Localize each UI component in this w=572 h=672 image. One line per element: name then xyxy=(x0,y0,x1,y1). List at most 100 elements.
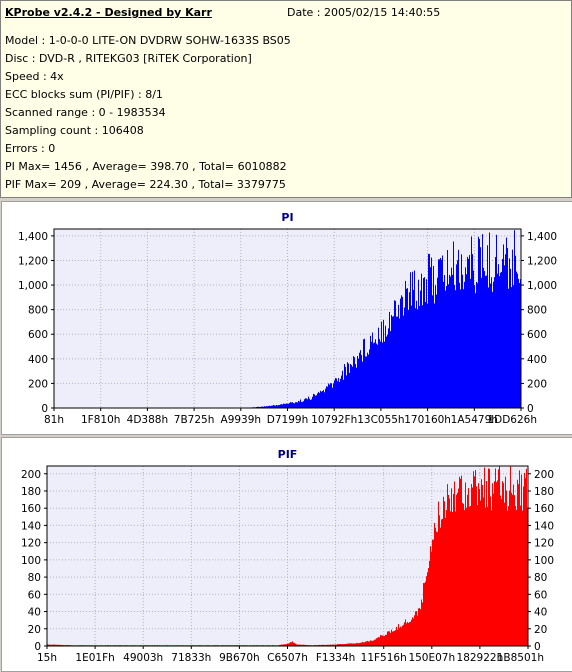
pi-bar xyxy=(395,300,396,408)
pif-bar xyxy=(474,476,475,646)
pif-ytick-right: 100 xyxy=(534,555,554,567)
pi-bar xyxy=(357,356,358,408)
pi-bar xyxy=(317,393,318,408)
pi-bar xyxy=(504,265,505,408)
pif-bar xyxy=(411,619,412,646)
pi-bar xyxy=(366,356,367,408)
pif-bar xyxy=(288,643,289,646)
pi-bar xyxy=(418,279,419,408)
pi-bar xyxy=(465,267,466,408)
pi-bar xyxy=(265,406,266,408)
pi-xtick-label: A9939h xyxy=(221,414,262,426)
pif-bar xyxy=(282,644,283,646)
pi-chart-title: PI xyxy=(281,211,293,224)
pi-bar xyxy=(274,405,275,408)
pif-xtick-label: 15h xyxy=(37,652,57,664)
pif-bar xyxy=(512,494,513,646)
pi-bar xyxy=(267,406,268,408)
pif-bar xyxy=(505,476,506,646)
pi-bar xyxy=(381,321,382,408)
pi-ytick-left: 200 xyxy=(28,378,48,390)
pi-ytick-right: 1,400 xyxy=(527,231,557,243)
pi-bar xyxy=(345,366,346,408)
pi-bar xyxy=(493,281,494,408)
pif-bar xyxy=(322,644,323,646)
pi-bar xyxy=(446,286,447,408)
pi-bar xyxy=(298,400,299,408)
pif-bar xyxy=(437,532,438,646)
pif-bar xyxy=(297,644,298,646)
pi-bar xyxy=(495,257,496,408)
pif-bar xyxy=(325,644,326,646)
pi-bar xyxy=(394,300,395,408)
pi-bar xyxy=(297,402,298,408)
pi-bar xyxy=(396,316,397,408)
pi-bar xyxy=(312,396,313,408)
pi-bar xyxy=(306,398,307,408)
pif-bar xyxy=(451,488,452,646)
pif-bar xyxy=(60,644,61,646)
pif-bar xyxy=(412,617,413,646)
pif-bar xyxy=(305,644,306,646)
pif-bar xyxy=(482,484,483,646)
pif-ytick-left: 40 xyxy=(28,607,41,619)
pi-bar xyxy=(277,405,278,408)
pif-bar xyxy=(514,495,515,646)
pif-bar xyxy=(363,642,364,646)
pif-bar xyxy=(292,641,293,646)
pi-bar xyxy=(405,280,406,408)
pif-bar xyxy=(340,643,341,646)
pif-bar xyxy=(304,644,305,646)
pi-bar xyxy=(417,309,418,408)
pi-bar xyxy=(284,403,285,408)
pif-bar xyxy=(293,642,294,646)
pif-bar xyxy=(356,642,357,646)
pi-ytick-left: 0 xyxy=(41,403,48,415)
pif-bar xyxy=(448,494,449,646)
pif-ytick-left: 80 xyxy=(28,572,41,584)
pif-bar xyxy=(384,635,385,646)
pif-bar xyxy=(422,602,423,646)
pif-bar xyxy=(447,484,448,646)
pi-bar xyxy=(329,384,330,408)
pif-bar xyxy=(519,470,520,646)
pi-bar xyxy=(371,341,372,408)
pi-bar xyxy=(369,349,370,408)
pi-xtick-label: 1DD626h xyxy=(487,414,537,426)
pif-bar xyxy=(407,621,408,646)
pi-bar xyxy=(486,275,487,408)
pif-bar xyxy=(516,509,517,646)
pif-bar xyxy=(524,472,525,646)
pi-bar xyxy=(365,356,366,408)
pif-bar xyxy=(374,639,375,646)
pi-series xyxy=(241,230,521,408)
pi-bar xyxy=(414,270,415,408)
pi-bar xyxy=(354,357,355,408)
pi-bar xyxy=(518,278,519,408)
pif-bar xyxy=(506,490,507,646)
pi-bar xyxy=(386,336,387,408)
pi-bar xyxy=(359,352,360,408)
pif-bar xyxy=(414,615,415,646)
pi-bar xyxy=(261,406,262,408)
pi-bar xyxy=(399,318,400,408)
pi-bar xyxy=(460,289,461,408)
pif-bar xyxy=(351,643,352,646)
pif-bar xyxy=(433,539,434,646)
pif-bar xyxy=(389,631,390,646)
pif-bar xyxy=(323,644,324,646)
pif-bar xyxy=(290,642,291,646)
pif-bar xyxy=(452,511,453,646)
pi-bar xyxy=(382,342,383,408)
pi-bar xyxy=(328,383,329,408)
pi-bar xyxy=(505,254,506,408)
pif-ytick-left: 200 xyxy=(21,469,41,481)
pif-bar xyxy=(301,644,302,646)
pi-bar xyxy=(431,257,432,408)
pi-bar xyxy=(379,338,380,408)
pi-bar xyxy=(420,290,421,408)
pi-bar xyxy=(464,281,465,408)
pif-bar xyxy=(508,506,509,646)
pi-bar xyxy=(430,267,431,408)
pif-bar xyxy=(62,644,63,646)
